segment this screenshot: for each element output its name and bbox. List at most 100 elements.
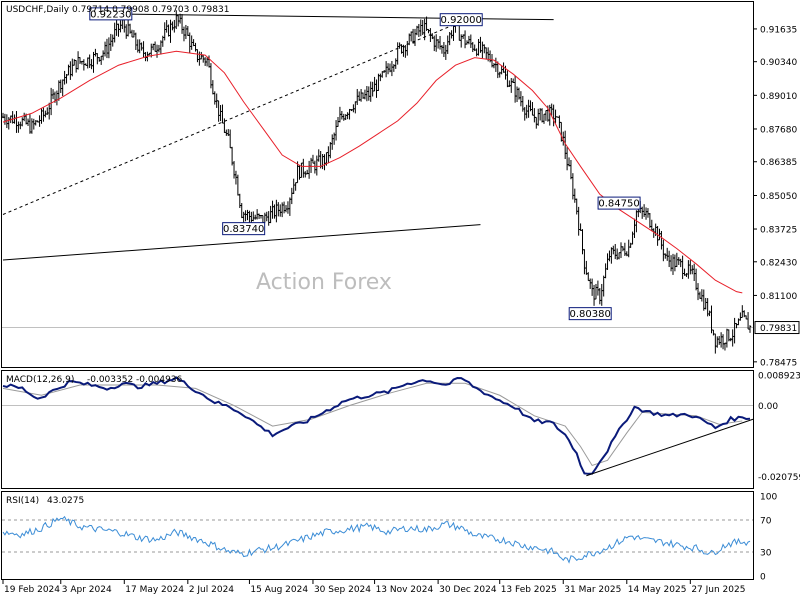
candle (90, 59, 93, 70)
candle (279, 204, 282, 217)
candle (644, 207, 648, 220)
x-tick-label: 30 Sep 2024 (314, 585, 371, 595)
candle (78, 57, 82, 64)
candle (292, 178, 295, 195)
candle (719, 332, 723, 348)
candle (186, 26, 190, 37)
candle (49, 87, 53, 116)
candle (22, 112, 26, 122)
candle (379, 73, 382, 82)
rsi-value: 43.0275 (47, 496, 84, 506)
candle (327, 146, 330, 164)
candle (681, 255, 684, 280)
candle (98, 57, 101, 62)
level-box (89, 7, 133, 21)
candle (107, 37, 111, 59)
candle (273, 204, 276, 219)
price-tick-label: 0.87680 (760, 125, 797, 135)
candle (702, 289, 705, 311)
candle (228, 129, 232, 149)
candle (254, 214, 257, 220)
rsi-tick-label: 0 (760, 573, 766, 583)
candle (723, 342, 727, 351)
candle (103, 41, 107, 57)
candle (138, 39, 141, 54)
candle (633, 218, 636, 238)
candle (11, 111, 14, 124)
macd-title: MACD(12,26,9) (6, 375, 74, 385)
candle (590, 278, 594, 296)
candle (275, 199, 278, 223)
price-tick-label: 0.81100 (760, 292, 797, 302)
candle (88, 54, 91, 68)
rsi-layer (2, 515, 753, 564)
macd-tick-label: 0.00 (758, 402, 778, 412)
candle (252, 211, 255, 222)
candle (642, 204, 646, 217)
candle (669, 255, 673, 272)
level-value: 0.83740 (223, 224, 264, 235)
candle (55, 90, 59, 106)
rsi-tick-label: 30 (760, 549, 772, 559)
price-panel-frame (1, 1, 754, 368)
candle (369, 81, 372, 102)
macd-line (2, 376, 751, 475)
candle (225, 129, 228, 136)
candle (257, 213, 261, 219)
level-label: 0.83740 (222, 222, 266, 236)
rsi-title: RSI(14) (6, 496, 39, 506)
candle (492, 63, 496, 69)
candle (211, 80, 215, 95)
candle (687, 260, 690, 279)
candle (288, 197, 292, 216)
candle (271, 200, 274, 219)
macd-trendline (586, 418, 754, 477)
price-tick-label: 0.85050 (760, 192, 797, 202)
candle (38, 115, 41, 127)
x-tick-label: 3 Apr 2024 (62, 585, 112, 595)
candle (565, 147, 569, 171)
candle (240, 203, 243, 219)
price-tick-label: 0.83725 (760, 226, 797, 236)
candle (246, 209, 249, 221)
candle (594, 283, 598, 300)
candle (679, 258, 682, 268)
candle (513, 75, 517, 103)
candle (714, 333, 717, 354)
level-label: 0.80380 (568, 307, 612, 321)
candle (712, 329, 715, 336)
candle (92, 51, 95, 73)
candle (710, 305, 713, 334)
candle (300, 162, 303, 178)
candle (716, 336, 719, 348)
candle (660, 230, 663, 250)
candle (348, 108, 351, 120)
candle (311, 154, 315, 164)
candle (748, 325, 752, 333)
macd-tick-label: 0.008923 (758, 371, 800, 381)
candle (359, 89, 363, 102)
candle (269, 205, 272, 224)
candle (3, 113, 7, 125)
candle (527, 99, 530, 118)
candle (433, 35, 436, 52)
candle (406, 40, 409, 56)
candle (390, 60, 394, 77)
candle (134, 32, 138, 50)
candle (733, 317, 736, 344)
candle (419, 19, 422, 37)
candle (525, 104, 528, 119)
last-price-tag: 0.79831 (754, 321, 800, 335)
candle (535, 116, 538, 129)
price-tick-label: 0.89010 (760, 92, 797, 102)
candle (583, 249, 586, 275)
x-tick-label: 17 May 2024 (125, 585, 184, 595)
candle (167, 24, 170, 37)
candle (481, 41, 484, 59)
candle (614, 243, 617, 260)
candle (569, 159, 573, 180)
candle (515, 86, 519, 103)
price-tick-label: 0.90340 (760, 58, 797, 68)
candle (196, 49, 199, 63)
candle (140, 42, 143, 51)
